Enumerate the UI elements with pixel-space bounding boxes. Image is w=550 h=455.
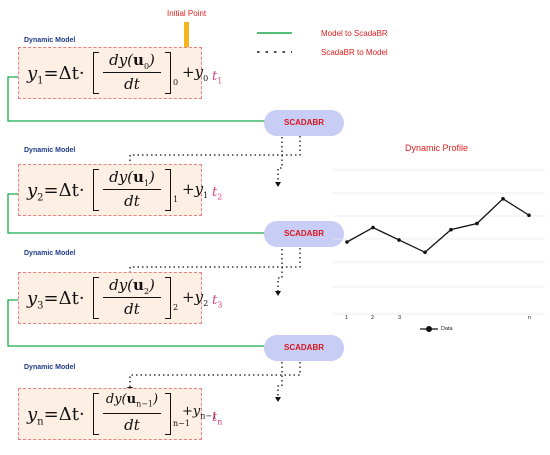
dynamic-model-label-3: Dynamic Model bbox=[24, 250, 76, 257]
time-label-2: t2 bbox=[212, 185, 223, 202]
time-label-1: t1 bbox=[212, 69, 223, 86]
series-line-data bbox=[346, 197, 530, 254]
data-point bbox=[449, 227, 453, 232]
scadabr-node-1: SCADABR bbox=[264, 110, 344, 136]
time-label-4: tn bbox=[212, 410, 223, 427]
data-point bbox=[423, 250, 427, 255]
legend-solid-label: Model to ScadaBR bbox=[321, 29, 388, 38]
chart-gridlines bbox=[333, 169, 545, 315]
dotted-connector-2b bbox=[277, 249, 283, 292]
dynamic-model-label-2: Dynamic Model bbox=[24, 147, 76, 154]
chart-title: Dynamic Profile bbox=[405, 143, 469, 153]
time-label-3: t3 bbox=[212, 293, 223, 310]
green-connector-3 bbox=[7, 299, 265, 347]
x-tick-label: 2 bbox=[371, 315, 375, 321]
initial-point-label: Initial Point bbox=[167, 9, 207, 18]
legend-dotted-label: ScadaBR to Model bbox=[321, 48, 388, 57]
x-tick-label: 1 bbox=[345, 315, 349, 321]
green-connector-1 bbox=[7, 76, 265, 122]
chart-legend-label: Data bbox=[441, 326, 453, 332]
dynamic-model-label-4: Dynamic Model bbox=[24, 364, 76, 371]
dotted-connector-2 bbox=[129, 248, 301, 281]
data-point bbox=[397, 238, 401, 242]
data-point bbox=[501, 197, 505, 201]
green-connector-2 bbox=[7, 193, 265, 234]
x-tick-label: 3 bbox=[398, 315, 402, 321]
dynamic-model-label-1: Dynamic Model bbox=[24, 37, 76, 44]
scadabr-node-3: SCADABR bbox=[264, 335, 344, 361]
dotted-connector-1b bbox=[277, 137, 283, 183]
scadabr-node-2: SCADABR bbox=[264, 221, 344, 247]
data-point bbox=[345, 240, 349, 244]
equation-box-1: y1=Δt· dy(u0) dt 0 +y0 bbox=[18, 47, 208, 99]
data-point bbox=[475, 221, 479, 226]
equation-box-3: y3=Δt· dy(u2) dt 2 +y2 bbox=[18, 272, 208, 324]
dotted-connector-3 bbox=[129, 362, 301, 388]
data-point bbox=[527, 213, 531, 218]
equation-box-4: yn=Δt· dy(un−1) dt n−1 +yn−1 bbox=[18, 388, 217, 440]
data-point bbox=[371, 225, 375, 230]
chart-series-layer bbox=[345, 197, 531, 255]
x-tick-label: n bbox=[528, 315, 532, 321]
dotted-connector-1 bbox=[129, 136, 301, 169]
equation-box-2: y2=Δt· dy(u1) dt 1 +y1 bbox=[18, 164, 208, 216]
